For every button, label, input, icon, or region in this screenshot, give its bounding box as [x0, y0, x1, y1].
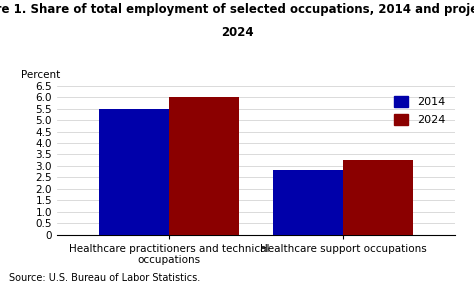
- Bar: [99, 109, 169, 235]
- Bar: [343, 160, 413, 235]
- Text: Source: U.S. Bureau of Labor Statistics.: Source: U.S. Bureau of Labor Statistics.: [9, 273, 201, 283]
- Text: 2024: 2024: [221, 26, 253, 39]
- Text: Percent: Percent: [21, 70, 60, 80]
- Legend: 2014, 2024: 2014, 2024: [390, 91, 449, 130]
- Bar: [169, 97, 238, 235]
- Text: Figure 1. Share of total employment of selected occupations, 2014 and projected: Figure 1. Share of total employment of s…: [0, 3, 474, 16]
- Bar: [273, 170, 343, 235]
